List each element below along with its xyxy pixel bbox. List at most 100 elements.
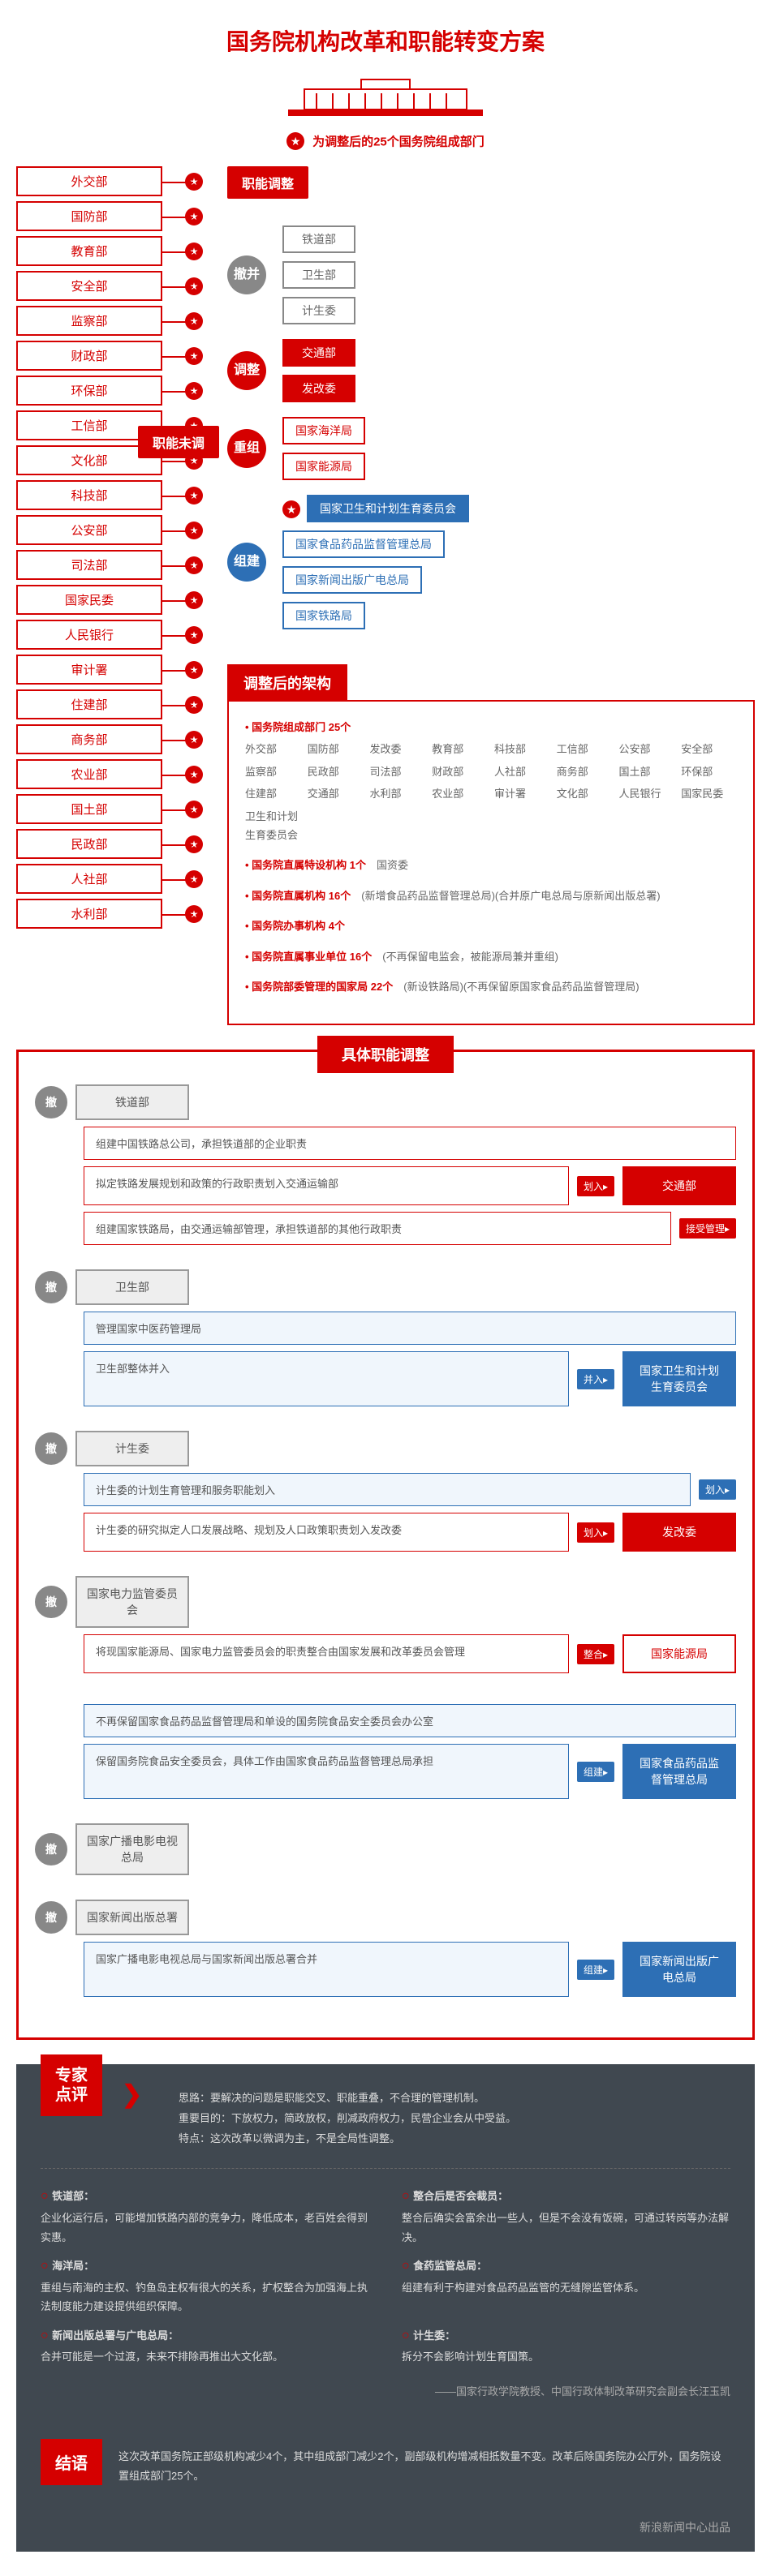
- adjust-group: 撤并铁道部卫生部计生委: [227, 223, 755, 327]
- dept-box: 公安部★: [16, 515, 162, 545]
- dept-box: 环保部★: [16, 376, 162, 406]
- abolish-tag: 撤: [35, 1432, 67, 1465]
- action-tag: 接受管理▸: [679, 1218, 736, 1239]
- source-dept: 国家新闻出版总署: [75, 1900, 189, 1935]
- adjust-label: 职能调整: [227, 166, 308, 199]
- main-title: 国务院机构改革和职能转变方案: [16, 24, 755, 57]
- detail-section: 具体职能调整 撤铁道部组建中国铁路总公司，承担铁道部的企业职责拟定铁路发展规划和…: [16, 1050, 755, 2040]
- adjust-group: 重组国家海洋局国家能源局: [227, 414, 755, 483]
- dept-box: 安全部★: [16, 271, 162, 301]
- expert-section: 专家点评 ❯ 思路：要解决的问题是职能交叉、职能重叠，不合理的管理机制。重要目的…: [16, 2064, 755, 2422]
- target-dept: 发改委: [282, 375, 355, 402]
- dept-box: 住建部★: [16, 689, 162, 719]
- detail-row: 不再保留国家食品药品监督管理局和单设的国务院食品安全委员会办公室: [35, 1704, 736, 1737]
- description-box: 管理国家中医药管理局: [84, 1312, 736, 1345]
- structure-item: 国务院办事机构 4个: [245, 917, 737, 935]
- description-box: 国家广播电影电视总局与国家新闻出版总署合并: [84, 1942, 569, 1997]
- source-dept: 计生委: [75, 1431, 189, 1466]
- dept-box: 国防部★: [16, 201, 162, 231]
- chevron-right-icon: ❯: [122, 2080, 142, 2109]
- action-tag: 划入▸: [577, 1522, 614, 1543]
- abolish-tag: 撤: [35, 1086, 67, 1118]
- detail-row: 拟定铁路发展规划和政策的行政职责划入交通运输部划入▸ 交通部: [35, 1166, 736, 1205]
- dept-box: 国土部★: [16, 794, 162, 824]
- source-dept: 卫生部: [75, 1269, 189, 1305]
- target-dept: 国家卫生和计划生育委员会: [307, 495, 469, 522]
- subtitle-text: 为调整后的25个国务院组成部门: [312, 135, 485, 149]
- description-box: 保留国务院食品安全委员会，具体工作由国家食品药品监督管理总局承担: [84, 1744, 569, 1799]
- detail-row: 保留国务院食品安全委员会，具体工作由国家食品药品监督管理总局承担组建▸国家食品药…: [35, 1744, 736, 1799]
- detail-row: 管理国家中医药管理局: [35, 1312, 736, 1345]
- target-dept: 发改委: [622, 1513, 736, 1552]
- target-dept: 国家卫生和计划生育委员会: [622, 1351, 736, 1406]
- dept-box: 教育部★: [16, 236, 162, 266]
- unchanged-column: 外交部★国防部★教育部★安全部★监察部★财政部★环保部★工信部★文化部★科技部★…: [16, 166, 162, 1025]
- target-dept: 交通部: [622, 1166, 736, 1205]
- target-dept: 国家能源局: [282, 453, 365, 480]
- detail-row: 组建国家铁路局，由交通运输部管理，承担铁道部的其他行政职责接受管理▸: [35, 1212, 736, 1245]
- adjust-group: 调整交通部发改委: [227, 337, 755, 405]
- target-dept: 国家食品药品监督管理总局: [622, 1744, 736, 1799]
- detail-row: 国家广播电影电视总局与国家新闻出版总署合并组建▸国家新闻出版广电总局: [35, 1942, 736, 1997]
- structure-item: 国务院组成部门 25个外交部国防部发改委教育部科技部工信部公安部安全部监察部民政…: [245, 718, 737, 844]
- description-box: 卫生部整体并入: [84, 1351, 569, 1406]
- description-box: 拟定铁路发展规划和政策的行政职责划入交通运输部: [84, 1166, 569, 1205]
- target-dept: 国家铁路局: [282, 602, 365, 629]
- expert-item: 铁道部：企业化运行后，可能增加铁路内部的竞争力，降低成本，老百姓会得到实惠。: [41, 2185, 369, 2247]
- action-tag: 组建▸: [577, 1960, 614, 1980]
- subtitle-row: ★ 为调整后的25个国务院组成部门: [16, 132, 755, 150]
- dept-box: 财政部★: [16, 341, 162, 371]
- detail-row: 卫生部整体并入并入▸国家卫生和计划生育委员会: [35, 1351, 736, 1406]
- detail-group: 撤铁道部组建中国铁路总公司，承担铁道部的企业职责拟定铁路发展规划和政策的行政职责…: [35, 1084, 736, 1245]
- abolish-tag: 撤: [35, 1901, 67, 1934]
- star-icon: ★: [286, 132, 304, 150]
- expert-summary: 思路：要解决的问题是职能交叉、职能重叠，不合理的管理机制。重要目的：下放权力，简…: [179, 2089, 730, 2149]
- adjustment-column: 职能未调 职能调整 撤并铁道部卫生部计生委调整交通部发改委重组国家海洋局国家能源…: [179, 166, 755, 1025]
- target-dept: 国家海洋局: [282, 417, 365, 444]
- detail-row: 计生委的计划生育管理和服务职能划入划入▸: [35, 1473, 736, 1506]
- detail-group: 撤国家广播电影电视总局: [35, 1823, 736, 1875]
- target-dept: 国家能源局: [622, 1634, 736, 1673]
- detail-row: 组建中国铁路总公司，承担铁道部的企业职责: [35, 1127, 736, 1160]
- detail-row: 计生委的研究拟定人口发展战略、规划及人口政策职责划入发改委划入▸发改委: [35, 1513, 736, 1552]
- description-box: 组建国家铁路局，由交通运输部管理，承担铁道部的其他行政职责: [84, 1212, 671, 1245]
- abolish-tag: 撤: [35, 1833, 67, 1865]
- action-tag: 整合▸: [577, 1644, 614, 1664]
- structure-box: 国务院组成部门 25个外交部国防部发改委教育部科技部工信部公安部安全部监察部民政…: [227, 700, 755, 1025]
- dept-box: 科技部★: [16, 480, 162, 510]
- structure-header: 调整后的架构: [227, 664, 347, 702]
- expert-item: 计生委：拆分不会影响计划生育国策。: [402, 2325, 730, 2367]
- action-tag: 划入▸: [577, 1176, 614, 1196]
- structure-item: 国务院直属机构 16个 (新增食品药品监督管理总局)(合并原广电总局与原新闻出版…: [245, 887, 737, 905]
- target-dept: 计生委: [282, 297, 355, 324]
- description-box: 计生委的计划生育管理和服务职能划入: [84, 1473, 691, 1506]
- conclusion-tag: 结语: [41, 2439, 102, 2485]
- expert-grid: 铁道部：企业化运行后，可能增加铁路内部的竞争力，降低成本，老百姓会得到实惠。整合…: [41, 2168, 730, 2366]
- footer-credit: 新浪新闻中心出品: [16, 2511, 755, 2552]
- dept-box: 商务部★: [16, 724, 162, 754]
- dept-box: 人社部★: [16, 864, 162, 894]
- action-node: 调整: [227, 351, 266, 390]
- expert-item: 新闻出版总署与广电总局：合并可能是一个过渡，未来不排除再推出大文化部。: [41, 2325, 369, 2367]
- dept-box: 国家民委★: [16, 585, 162, 615]
- detail-header: 具体职能调整: [317, 1036, 454, 1073]
- expert-item: 整合后是否会裁员：整合后确实会富余出一些人，但是不会没有饭碗，可通过转岗等办法解…: [402, 2185, 730, 2247]
- unchanged-label: 职能未调: [138, 426, 219, 458]
- detail-group: 撤国家新闻出版总署国家广播电影电视总局与国家新闻出版总署合并组建▸国家新闻出版广…: [35, 1900, 736, 1997]
- target-dept: 国家新闻出版广电总局: [282, 566, 422, 594]
- description-box: 不再保留国家食品药品监督管理局和单设的国务院食品安全委员会办公室: [84, 1704, 736, 1737]
- description-box: 组建中国铁路总公司，承担铁道部的企业职责: [84, 1127, 736, 1160]
- source-dept: 国家广播电影电视总局: [75, 1823, 189, 1875]
- structure-item: 国务院直属事业单位 16个 (不再保留电监会，被能源局兼并重组): [245, 947, 737, 966]
- star-icon: ★: [282, 500, 300, 518]
- conclusion-section: 结语 这次改革国务院正部级机构减少4个，其中组成部门减少2个，副部级机构增减相抵…: [16, 2423, 755, 2511]
- source-dept: 铁道部: [75, 1084, 189, 1120]
- target-dept: 卫生部: [282, 261, 355, 289]
- dept-box: 农业部★: [16, 759, 162, 789]
- source-dept: 国家电力监管委员会: [75, 1576, 189, 1628]
- action-node: 撤并: [227, 255, 266, 294]
- building-icon: [16, 73, 755, 124]
- adjust-group: 组建★国家卫生和计划生育委员会国家食品药品监督管理总局国家新闻出版广电总局国家铁…: [227, 492, 755, 632]
- conclusion-text: 这次改革国务院正部级机构减少4个，其中组成部门减少2个，副部级机构增减相抵数量不…: [118, 2439, 730, 2487]
- action-tag: 划入▸: [699, 1479, 736, 1500]
